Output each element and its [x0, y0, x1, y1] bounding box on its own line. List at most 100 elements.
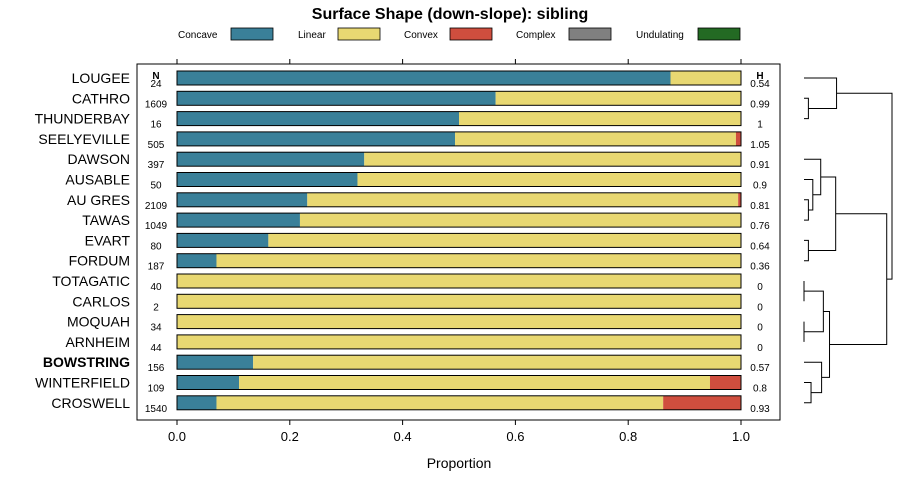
bar-ausable-concave: [177, 172, 358, 187]
n-value-au-gres: 2109: [145, 201, 168, 212]
legend-label-linear: Linear: [298, 30, 326, 41]
bar-outline-evart: [176, 232, 742, 248]
legend-label-complex: Complex: [516, 30, 555, 41]
bar-croswell-convex: [663, 395, 741, 410]
bar-croswell-concave: [177, 395, 217, 410]
bar-cathro-concave: [177, 91, 496, 106]
h-value-bowstring: 0.57: [750, 363, 770, 374]
dendrogram-link-1: [804, 199, 809, 221]
dendrogram-link-8: [804, 239, 809, 262]
dendrogram-link-7: [804, 361, 823, 394]
category-label-winterfield: WINTERFIELD: [35, 375, 130, 391]
bar-ausable-linear: [357, 172, 741, 187]
legend-label-undulating: Undulating: [636, 30, 684, 41]
n-value-tawas: 1049: [145, 221, 168, 232]
n-value-arnheim: 44: [150, 343, 162, 354]
n-value-ausable: 50: [150, 181, 162, 192]
bar-moquah-linear: [177, 314, 741, 329]
n-value-moquah: 34: [150, 323, 162, 334]
bar-tawas-linear: [299, 213, 741, 228]
bar-fordum-concave: [177, 253, 217, 268]
legend-swatch-convex: [449, 27, 493, 41]
bar-thunderbay-concave: [177, 111, 459, 126]
plot-panel: 0.0 0.2 0.4 0.6 0.8 1.0 N H LOUGEE 24 0.54 CATHRO 16…: [35, 59, 781, 444]
bar-outline-winterfield: [176, 375, 742, 390]
category-label-tawas: TAWAS: [82, 212, 130, 228]
bar-evart-linear: [268, 233, 741, 248]
bar-bowstring-concave: [177, 355, 254, 370]
category-label-thunderbay: THUNDERBAY: [35, 111, 131, 127]
h-value-arnheim: 0: [757, 343, 763, 354]
legend: Concave Linear Convex Complex Undulating: [178, 27, 741, 41]
bar-outline-ausable: [176, 172, 742, 187]
n-value-thunderbay: 16: [150, 120, 162, 131]
bar-outline-carlos: [176, 293, 742, 309]
dendrogram-link-4: [804, 382, 812, 404]
category-label-seelyeville: SEELYEVILLE: [38, 131, 130, 147]
h-value-croswell: 0.93: [750, 404, 770, 415]
h-value-moquah: 0: [757, 323, 763, 334]
h-value-cathro: 0.99: [750, 99, 770, 110]
bar-winterfield-convex: [709, 375, 741, 390]
x-tick-label-3: 0.6: [506, 429, 524, 444]
n-value-dawson: 397: [148, 160, 165, 171]
n-value-bowstring: 156: [148, 363, 165, 374]
bar-outline-fordum: [176, 253, 742, 269]
n-value-cathro: 1609: [145, 99, 168, 110]
x-axis-label: Proportion: [427, 455, 492, 471]
dendrogram-link-10: [804, 290, 824, 333]
legend-label-concave: Concave: [178, 30, 218, 41]
bar-outline-totagatic: [176, 273, 742, 289]
bar-croswell-linear: [216, 395, 664, 410]
bar-fordum-linear: [216, 253, 742, 268]
dendrogram-link-13: [829, 213, 888, 345]
bar-lougee-linear: [670, 71, 741, 85]
n-value-lougee: 24: [150, 79, 162, 90]
h-value-tawas: 0.76: [750, 221, 770, 232]
h-value-au-gres: 0.81: [750, 201, 770, 212]
legend-swatch-complex: [568, 27, 612, 41]
bar-winterfield-concave: [177, 375, 240, 390]
h-value-winterfield: 0.8: [753, 384, 767, 395]
dendrogram-link-14: [836, 92, 893, 280]
category-label-totagatic: TOTAGATIC: [52, 273, 130, 289]
bar-thunderbay-linear: [459, 111, 741, 126]
n-value-seelyeville: 505: [148, 140, 165, 151]
category-label-au-gres: AU GRES: [67, 192, 130, 208]
bar-bowstring-linear: [253, 355, 741, 370]
bar-outline-bowstring: [176, 354, 742, 370]
x-tick-label-4: 0.8: [619, 429, 637, 444]
h-value-fordum: 0.36: [750, 262, 770, 273]
n-value-croswell: 1540: [145, 404, 168, 415]
bar-carlos-linear: [177, 294, 741, 309]
bar-au-gres-convex: [738, 192, 741, 207]
legend-swatch-linear: [337, 27, 381, 41]
n-value-carlos: 2: [153, 302, 159, 313]
h-value-ausable: 0.9: [753, 181, 767, 192]
n-value-winterfield: 109: [148, 384, 165, 395]
bar-outline-dawson: [176, 151, 742, 167]
h-value-thunderbay: 1: [757, 120, 763, 131]
legend-label-convex: Convex: [404, 30, 438, 41]
bar-seelyeville-linear: [455, 131, 736, 146]
x-tick-label-0: 0.0: [168, 429, 186, 444]
category-label-croswell: CROSWELL: [51, 395, 130, 411]
bar-seelyeville-convex: [735, 131, 741, 146]
bar-au-gres-concave: [177, 192, 308, 207]
h-column-header: H: [756, 71, 763, 82]
h-value-seelyeville: 1.05: [750, 140, 770, 151]
category-label-lougee: LOUGEE: [72, 70, 130, 86]
x-tick-label-5: 1.0: [732, 429, 750, 444]
legend-swatch-concave: [230, 27, 274, 41]
bar-evart-concave: [177, 233, 269, 248]
bar-outline-thunderbay: [176, 111, 742, 127]
n-value-totagatic: 40: [150, 282, 162, 293]
category-label-moquah: MOQUAH: [67, 314, 130, 330]
dendrogram: [803, 77, 893, 404]
category-label-cathro: CATHRO: [72, 90, 130, 106]
bar-outline-cathro: [176, 90, 742, 106]
bar-dawson-concave: [177, 152, 365, 167]
bar-outline-moquah: [176, 314, 742, 330]
legend-swatch-undulating: [697, 27, 741, 41]
bar-outline-arnheim: [176, 334, 742, 350]
